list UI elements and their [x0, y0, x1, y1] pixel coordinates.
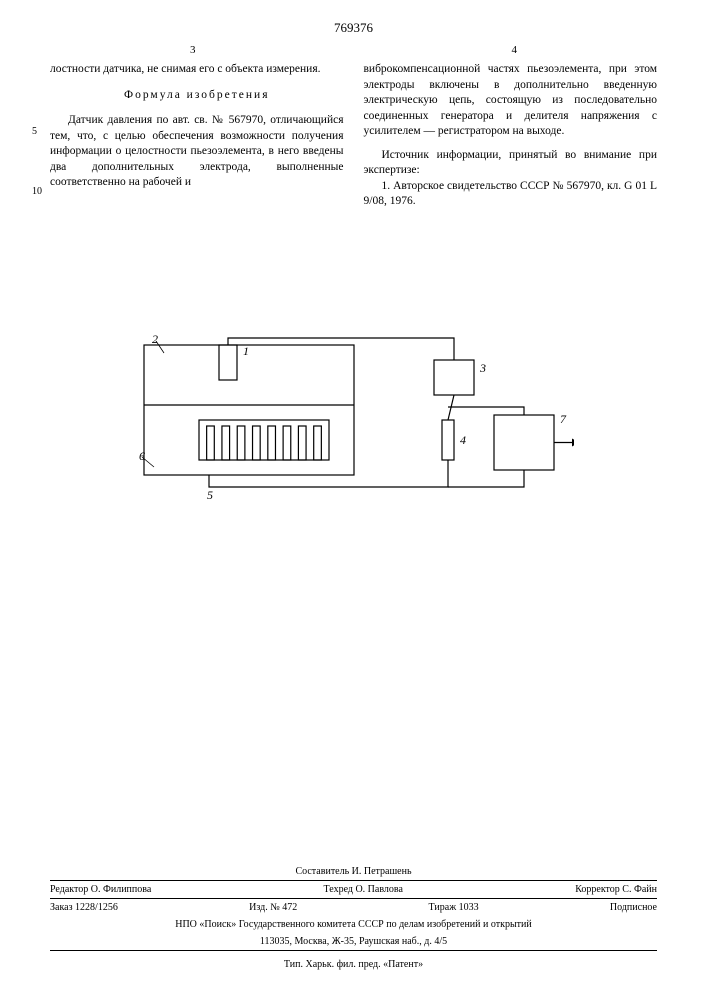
source-title: Источник информации, принятый во внимани… — [364, 148, 658, 179]
line-marker-5: 5 — [32, 125, 37, 139]
circuit-diagram: 1 2 3 4 5 6 7 — [134, 330, 574, 500]
corrector: Корректор С. Файн — [575, 884, 657, 895]
col-num-right: 4 — [512, 44, 518, 56]
order: Заказ 1228/1256 — [50, 902, 118, 913]
podpisnoe: Подписное — [610, 902, 657, 913]
svg-text:7: 7 — [560, 412, 567, 426]
svg-text:4: 4 — [460, 433, 466, 447]
tip: Тип. Харьк. фил. пред. «Патент» — [50, 959, 657, 970]
svg-text:6: 6 — [139, 449, 145, 463]
formula-title: Формула изобретения — [50, 88, 344, 104]
right-column: виброкомпенсационной частях пьезоэлемент… — [364, 62, 658, 210]
right-para1: виброкомпенсационной частях пьезоэлемент… — [364, 62, 658, 140]
techred: Техред О. Павлова — [324, 884, 403, 895]
patent-number: 769376 — [50, 20, 657, 36]
footer: Составитель И. Петрашень Редактор О. Фил… — [50, 863, 657, 970]
left-column: лостности датчика, не снимая его с объек… — [50, 62, 344, 210]
text-columns: лостности датчика, не снимая его с объек… — [50, 62, 657, 210]
source-item: 1. Авторское свидетельство СССР № 567970… — [364, 179, 658, 210]
org: НПО «Поиск» Государственного комитета СС… — [50, 916, 657, 933]
left-para2: Датчик давления по авт. св. № 567970, от… — [50, 113, 344, 191]
line-marker-10: 10 — [32, 185, 42, 199]
svg-text:5: 5 — [207, 488, 213, 500]
svg-text:2: 2 — [152, 332, 158, 346]
footer-print: Заказ 1228/1256 Изд. № 472 Тираж 1033 По… — [50, 898, 657, 916]
svg-text:3: 3 — [479, 361, 486, 375]
svg-text:1: 1 — [243, 344, 249, 358]
diagram-container: 1 2 3 4 5 6 7 — [50, 330, 657, 500]
tirazh: Тираж 1033 — [429, 902, 479, 913]
address: 113035, Москва, Ж-35, Раушская наб., д. … — [50, 933, 657, 951]
footer-credits: Редактор О. Филиппова Техред О. Павлова … — [50, 880, 657, 898]
col-num-left: 3 — [190, 44, 196, 56]
izd: Изд. № 472 — [249, 902, 297, 913]
left-para1: лостности датчика, не снимая его с объек… — [50, 62, 344, 78]
compiler: Составитель И. Петрашень — [50, 863, 657, 880]
editor: Редактор О. Филиппова — [50, 884, 151, 895]
